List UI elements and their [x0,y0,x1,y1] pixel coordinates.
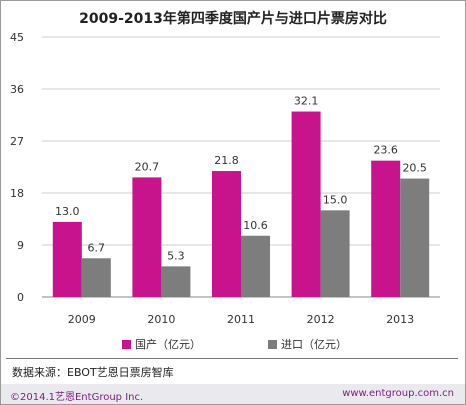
footer-bar [1,384,465,404]
data-label: 15.0 [323,193,348,206]
bar-domestic [291,111,321,298]
x-tick-label: 2011 [227,313,255,326]
y-tick-label: 18 [10,187,24,200]
data-label: 5.3 [167,249,185,262]
data-label: 20.5 [402,162,427,175]
website-link[interactable]: www.entgroup.com.cn [342,388,454,399]
x-tick-label: 2013 [386,313,414,326]
data-label: 6.7 [88,241,106,254]
bar-domestic [371,160,401,297]
legend: 国产（亿元） 进口（亿元） [0,336,466,352]
data-label: 21.8 [214,154,239,167]
copyright-text: ©2014.1艺恩EntGroup Inc. [10,392,144,403]
source-note: 数据来源：EBOT艺恩日票房智库 [12,366,174,379]
bar-domestic [212,171,241,297]
legend-item-import: 进口（亿元） [268,336,347,352]
legend-swatch-import [268,340,277,349]
legend-swatch-domestic [122,340,131,349]
y-tick-label: 9 [17,239,24,252]
legend-item-domestic: 国产（亿元） [122,336,201,352]
data-label: 32.1 [294,95,319,108]
legend-label-import: 进口（亿元） [281,338,347,351]
bar-import [241,235,270,297]
data-label: 20.7 [135,160,160,173]
legend-label-domestic: 国产（亿元） [135,338,201,351]
x-tick-label: 2010 [147,313,175,326]
x-axis: 2009 2010 2011 2012 2013 [68,313,414,326]
source-divider [6,358,458,359]
y-tick-label: 27 [10,135,24,148]
bar-import [81,258,111,297]
x-tick-label: 2009 [68,313,96,326]
data-label: 10.6 [243,219,268,232]
data-label: 13.0 [55,205,80,218]
bar-import [320,210,350,297]
x-tick-label: 2012 [307,313,335,326]
bars: 13.0 6.7 20.7 5.3 21.8 10.6 32.1 15.0 23.6 20.5 [52,95,430,298]
y-tick-label: 0 [17,291,24,304]
bar-domestic [132,177,162,297]
bar-import [161,266,191,297]
chart-title: 2009-2013年第四季度国产片与进口片票房对比 [79,11,387,27]
y-tick-label: 36 [10,83,24,96]
bar-import [400,178,430,297]
y-axis: 0 9 18 27 36 45 [10,31,24,304]
data-label: 23.6 [373,144,398,157]
bar-chart: 0 9 18 27 36 45 13.0 6.7 20.7 5.3 21.8 10.6 32.1 15.… [10,31,440,326]
bar-domestic [52,221,82,297]
y-tick-label: 45 [10,31,24,44]
